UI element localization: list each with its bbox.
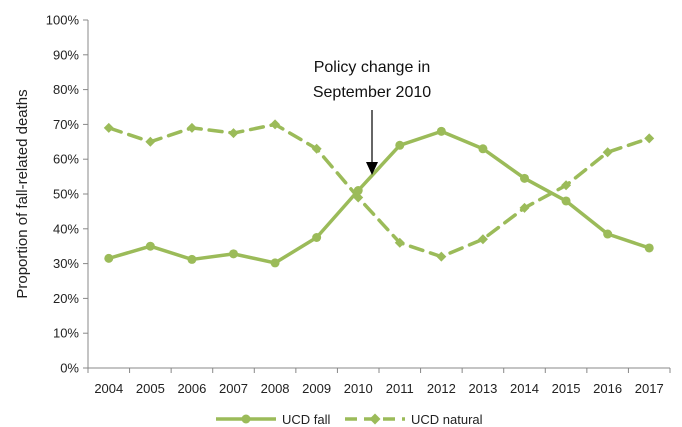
policy-annotation: Policy change in September 2010	[313, 59, 431, 175]
data-point-ucd-natural	[145, 136, 156, 147]
y-tick-label: 30%	[53, 256, 79, 271]
data-point-ucd-fall	[312, 233, 322, 242]
y-tick-label: 0%	[60, 361, 79, 376]
data-point-ucd-natural	[228, 128, 239, 139]
x-tick-label: 2013	[468, 381, 497, 396]
y-axis-ticks: 0% 10% 20% 30% 40% 50% 60% 70% 80% 90% 100%	[46, 13, 88, 376]
data-point-ucd-fall	[395, 140, 405, 150]
y-tick-label: 80%	[53, 82, 79, 97]
y-tick-label: 50%	[53, 187, 79, 202]
legend-marker-ucd-natural	[369, 413, 381, 425]
data-point-ucd-fall	[270, 258, 280, 268]
annotation-arrow-head	[366, 162, 378, 175]
data-point-ucd-natural	[436, 251, 447, 262]
data-point-ucd-natural	[394, 237, 405, 248]
y-tick-label: 10%	[53, 326, 79, 341]
series-line-ucd-natural	[107, 122, 651, 259]
data-point-ucd-natural	[311, 143, 322, 154]
data-point-ucd-fall	[603, 229, 613, 239]
legend-label-ucd-fall: UCD fall	[282, 412, 331, 427]
y-tick-label: 40%	[53, 221, 79, 236]
x-tick-label: 2009	[302, 381, 331, 396]
y-tick-label: 70%	[53, 117, 79, 132]
data-point-ucd-fall	[187, 254, 197, 264]
data-point-ucd-natural	[644, 133, 655, 144]
data-point-ucd-natural	[353, 192, 364, 203]
x-tick-label: 2007	[219, 381, 248, 396]
x-tick-label: 2006	[177, 381, 206, 396]
legend: UCD fall UCD natural	[216, 412, 483, 427]
data-point-ucd-fall	[561, 196, 571, 206]
x-tick-label: 2010	[344, 381, 373, 396]
series-layer	[103, 119, 655, 268]
x-tick-label: 2005	[136, 381, 165, 396]
data-point-ucd-fall	[436, 126, 446, 136]
x-tick-label: 2017	[635, 381, 664, 396]
x-tick-label: 2014	[510, 381, 539, 396]
data-point-ucd-fall	[145, 241, 155, 251]
series-line-ucd-fall	[107, 129, 651, 265]
x-tick-label: 2016	[593, 381, 622, 396]
data-point-ucd-natural	[103, 122, 114, 133]
x-tick-label: 2011	[386, 381, 414, 396]
x-tick-label: 2008	[261, 381, 290, 396]
x-tick-label: 2012	[427, 381, 456, 396]
data-point-ucd-fall	[229, 249, 238, 259]
y-tick-label: 60%	[53, 152, 79, 167]
y-axis-title: Proportion of fall-related deaths	[14, 89, 31, 298]
x-tick-label: 2015	[552, 381, 581, 396]
data-point-ucd-fall	[644, 243, 654, 253]
data-point-ucd-natural	[561, 180, 572, 191]
y-tick-label: 90%	[53, 47, 79, 62]
annotation-line-2: September 2010	[313, 84, 431, 101]
legend-marker-ucd-fall	[241, 414, 251, 424]
data-point-ucd-natural	[477, 234, 488, 245]
data-point-ucd-natural	[186, 122, 197, 133]
x-tick-label: 2004	[94, 381, 123, 396]
legend-label-ucd-natural: UCD natural	[411, 412, 483, 427]
x-axis-ticks: 2004 2005 2006 2007 2008 2009 2010 2011 2012 2013…	[87, 368, 671, 396]
legend-item-ucd-natural: UCD natural	[345, 412, 483, 427]
y-tick-label: 100%	[46, 13, 80, 28]
data-point-ucd-natural	[602, 147, 613, 158]
data-point-ucd-natural	[270, 119, 281, 130]
data-point-ucd-fall	[104, 253, 114, 263]
legend-item-ucd-fall: UCD fall	[216, 412, 331, 427]
annotation-line-1: Policy change in	[314, 59, 431, 76]
data-point-ucd-fall	[520, 173, 529, 183]
data-point-ucd-fall	[478, 144, 488, 154]
y-tick-label: 20%	[53, 291, 79, 306]
data-point-ucd-natural	[519, 202, 530, 213]
